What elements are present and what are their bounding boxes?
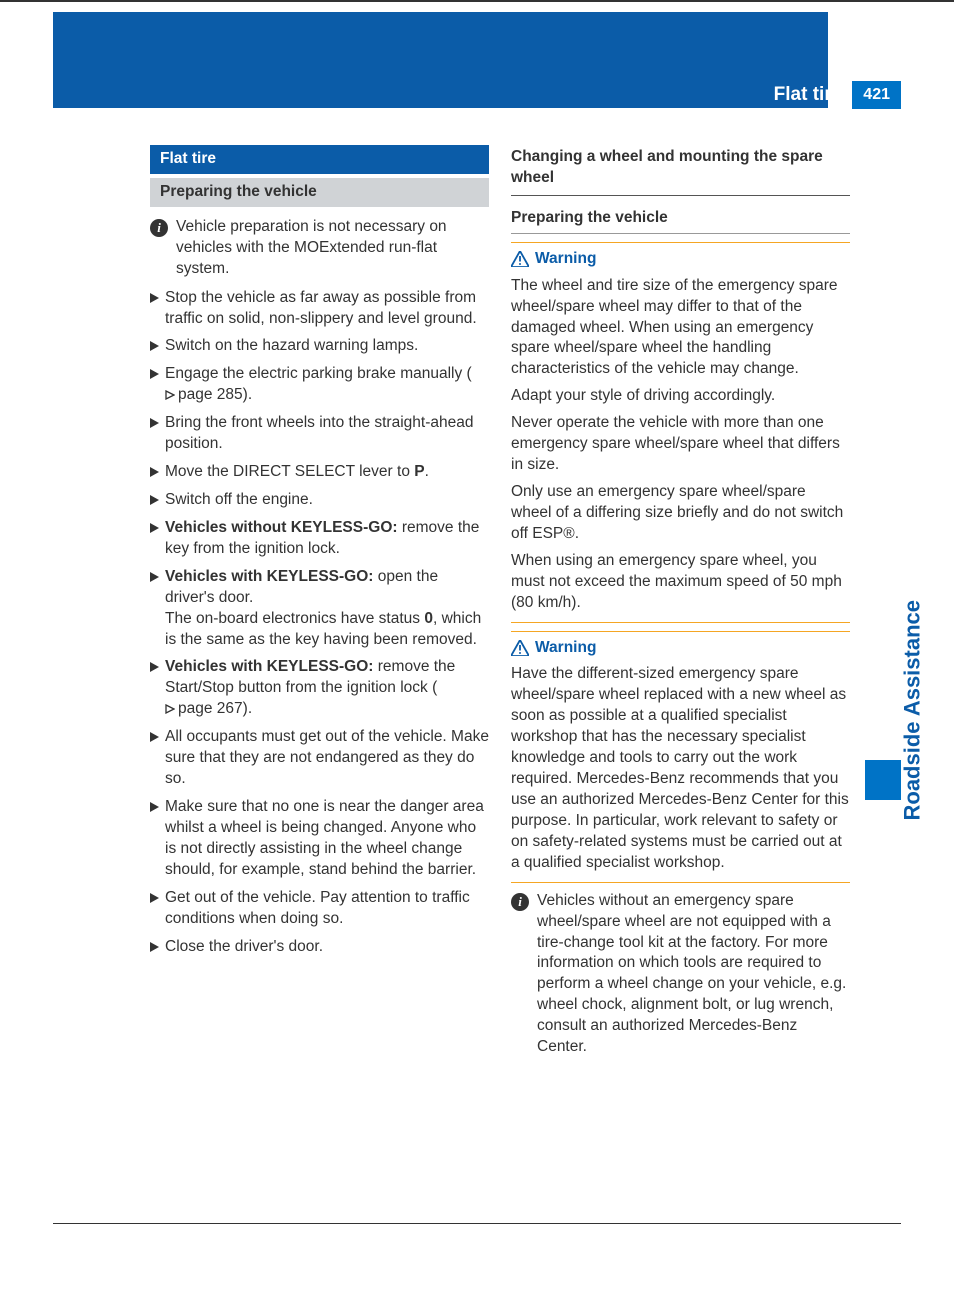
list-item-text: Move the DIRECT SELECT lever to P. — [165, 462, 489, 483]
section-heading-1: Flat tire — [150, 145, 489, 174]
info-note: i Vehicle preparation is not necessary o… — [150, 217, 489, 280]
side-tab-marker — [865, 760, 901, 800]
triangle-bullet-icon — [150, 802, 159, 812]
list-item: Engage the electric parking brake manual… — [150, 364, 489, 406]
warning-box: Warning Have the different-sized emergen… — [511, 631, 850, 883]
section-heading-2: Preparing the vehicle — [150, 178, 489, 207]
warning-triangle-icon — [511, 251, 529, 267]
list-item: Vehicles with KEYLESS-GO: remove the Sta… — [150, 657, 489, 720]
triangle-bullet-icon — [150, 523, 159, 533]
section-heading-2: Changing a wheel and mounting the spare … — [511, 145, 850, 196]
pageref-triangle-icon — [165, 385, 175, 406]
triangle-bullet-icon — [150, 893, 159, 903]
info-icon: i — [511, 893, 529, 911]
triangle-bullet-icon — [150, 732, 159, 742]
list-item-text: Bring the front wheels into the straight… — [165, 413, 489, 455]
warning-triangle-icon — [511, 640, 529, 656]
list-item: Vehicles without KEYLESS-GO: remove the … — [150, 518, 489, 560]
page-ref: page 285 — [165, 385, 243, 406]
list-item-text: Stop the vehicle as far away as possible… — [165, 288, 489, 330]
list-item: Move the DIRECT SELECT lever to P. — [150, 462, 489, 483]
header-title: Flat tire — [774, 84, 843, 106]
warning-paragraph: Adapt your style of driving accordingly. — [511, 386, 850, 407]
list-item-text: Vehicles without KEYLESS-GO: remove the … — [165, 518, 489, 560]
list-item-text: Engage the electric parking brake manual… — [165, 364, 489, 406]
page-number: 421 — [852, 81, 901, 109]
triangle-bullet-icon — [150, 293, 159, 303]
right-column: Changing a wheel and mounting the spare … — [511, 145, 850, 1066]
triangle-bullet-icon — [150, 467, 159, 477]
triangle-bullet-icon — [150, 572, 159, 582]
running-header: Flat tire 421 — [53, 82, 901, 108]
list-item: Make sure that no one is near the danger… — [150, 797, 489, 881]
list-item: Get out of the vehicle. Pay attention to… — [150, 888, 489, 930]
warning-body: The wheel and tire size of the emergency… — [511, 276, 850, 614]
triangle-bullet-icon — [150, 341, 159, 351]
warning-paragraph: Never operate the vehicle with more than… — [511, 413, 850, 476]
list-item-text: All occupants must get out of the vehicl… — [165, 727, 489, 790]
list-item-text: Get out of the vehicle. Pay attention to… — [165, 888, 489, 930]
content-columns: Flat tire Preparing the vehicle i Vehicl… — [150, 145, 850, 1066]
triangle-bullet-icon — [150, 369, 159, 379]
list-item: All occupants must get out of the vehicl… — [150, 727, 489, 790]
pageref-triangle-icon — [165, 699, 175, 720]
list-item: Switch off the engine. — [150, 490, 489, 511]
page-ref: page 267 — [165, 699, 243, 720]
footer-rule — [53, 1223, 901, 1224]
triangle-bullet-icon — [150, 662, 159, 672]
warning-body: Have the different-sized emergency spare… — [511, 664, 850, 873]
list-item-text: Vehicles with KEYLESS-GO: open the drive… — [165, 567, 489, 651]
list-item: Switch on the hazard warning lamps. — [150, 336, 489, 357]
info-note: i Vehicles without an emergency spare wh… — [511, 891, 850, 1058]
list-item-text: Switch off the engine. — [165, 490, 489, 511]
left-column: Flat tire Preparing the vehicle i Vehicl… — [150, 145, 489, 1066]
list-item-text: Close the driver's door. — [165, 937, 489, 958]
warning-paragraph: Have the different-sized emergency spare… — [511, 664, 850, 873]
info-text: Vehicles without an emergency spare whee… — [537, 891, 850, 1058]
procedure-steps: Stop the vehicle as far away as possible… — [150, 288, 489, 958]
warning-header: Warning — [511, 638, 850, 659]
list-item: Bring the front wheels into the straight… — [150, 413, 489, 455]
list-item: Close the driver's door. — [150, 937, 489, 958]
warning-header: Warning — [511, 249, 850, 270]
list-item-text: Vehicles with KEYLESS-GO: remove the Sta… — [165, 657, 489, 720]
triangle-bullet-icon — [150, 418, 159, 428]
info-text: Vehicle preparation is not necessary on … — [176, 217, 489, 280]
warning-label: Warning — [535, 249, 596, 270]
section-heading-3: Preparing the vehicle — [511, 206, 850, 234]
info-icon: i — [150, 219, 168, 237]
warning-paragraph: When using an emergency spare wheel, you… — [511, 551, 850, 614]
warning-box: Warning The wheel and tire size of the e… — [511, 242, 850, 623]
list-item-text: Switch on the hazard warning lamps. — [165, 336, 489, 357]
list-item: Stop the vehicle as far away as possible… — [150, 288, 489, 330]
triangle-bullet-icon — [150, 942, 159, 952]
warning-paragraph: The wheel and tire size of the emergency… — [511, 276, 850, 381]
triangle-bullet-icon — [150, 495, 159, 505]
warning-label: Warning — [535, 638, 596, 659]
side-tab-label: Roadside Assistance — [899, 600, 925, 821]
list-item: Vehicles with KEYLESS-GO: open the drive… — [150, 567, 489, 651]
warning-paragraph: Only use an emergency spare wheel/spare … — [511, 482, 850, 545]
list-item-text: Make sure that no one is near the danger… — [165, 797, 489, 881]
